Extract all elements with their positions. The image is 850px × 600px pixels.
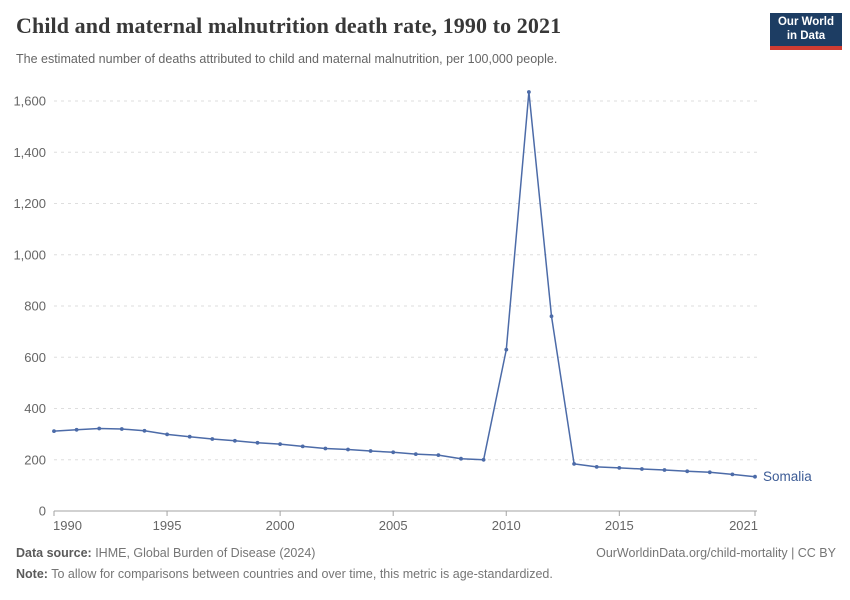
x-tick-label: 2010 xyxy=(492,518,521,533)
x-tick-label: 1990 xyxy=(53,518,82,533)
data-series[interactable]: Somalia xyxy=(52,90,812,484)
data-point[interactable] xyxy=(436,453,441,457)
x-tick-label: 2021 xyxy=(729,518,758,533)
x-tick-label: 2015 xyxy=(605,518,634,533)
data-point[interactable] xyxy=(730,472,735,477)
series-end-label[interactable]: Somalia xyxy=(763,469,812,484)
data-source-line: Data source: IHME, Global Burden of Dise… xyxy=(16,546,315,560)
data-point[interactable] xyxy=(640,467,644,471)
data-point[interactable] xyxy=(187,434,192,439)
data-point[interactable] xyxy=(459,456,463,461)
data-point[interactable] xyxy=(52,429,56,433)
y-tick-label: 1,400 xyxy=(13,145,46,160)
data-point[interactable] xyxy=(300,444,305,449)
data-point[interactable] xyxy=(707,470,712,475)
note-label: Note: xyxy=(16,567,48,581)
note-line: Note: To allow for comparisons between c… xyxy=(16,567,553,581)
data-point[interactable] xyxy=(97,426,102,431)
data-point[interactable] xyxy=(165,432,170,437)
data-point[interactable] xyxy=(233,438,237,443)
data-point[interactable] xyxy=(594,465,599,469)
y-tick-label: 200 xyxy=(24,452,46,467)
data-point[interactable] xyxy=(119,427,124,431)
owid-logo-line2: in Data xyxy=(786,29,826,42)
y-tick-label: 1,200 xyxy=(13,196,46,211)
page-subtitle: The estimated number of deaths attribute… xyxy=(16,52,558,66)
data-point[interactable] xyxy=(753,474,757,479)
data-point[interactable] xyxy=(685,469,690,474)
data-point[interactable] xyxy=(504,347,509,352)
data-point[interactable] xyxy=(481,457,486,462)
owid-logo[interactable]: Our World in Data xyxy=(770,13,842,50)
data-point[interactable] xyxy=(142,428,147,433)
owid-logo-line1: Our World xyxy=(777,16,834,28)
data-point[interactable] xyxy=(527,90,531,94)
data-point[interactable] xyxy=(210,437,215,441)
data-point[interactable] xyxy=(617,466,622,470)
data-point[interactable] xyxy=(346,447,350,452)
x-tick-label: 2005 xyxy=(379,518,408,533)
y-tick-label: 0 xyxy=(39,504,46,519)
data-point[interactable] xyxy=(278,442,282,446)
y-tick-label: 800 xyxy=(24,299,46,314)
data-point[interactable] xyxy=(368,449,373,453)
data-point[interactable] xyxy=(413,452,418,456)
y-tick-label: 1,000 xyxy=(13,247,46,262)
data-point[interactable] xyxy=(74,427,79,432)
y-tick-label: 1,600 xyxy=(13,94,46,109)
data-point[interactable] xyxy=(662,468,667,472)
x-tick-label: 2000 xyxy=(266,518,295,533)
y-tick-label: 400 xyxy=(24,401,46,416)
x-axis-labels: 1990 1995 2000 2005 2010 2015 2021 xyxy=(53,518,758,533)
data-point[interactable] xyxy=(572,462,576,466)
page-title: Child and maternal malnutrition death ra… xyxy=(16,13,562,38)
chart-footer: Data source: IHME, Global Burden of Dise… xyxy=(16,546,836,581)
data-point[interactable] xyxy=(255,440,260,445)
data-source-label: Data source: xyxy=(16,546,92,560)
y-tick-label: 600 xyxy=(24,350,46,365)
data-point[interactable] xyxy=(323,446,328,451)
trend-line[interactable] xyxy=(53,91,756,478)
note-value: To allow for comparisons between countri… xyxy=(47,567,553,581)
x-tick-label: 1995 xyxy=(153,518,182,533)
data-source-value: IHME, Global Burden of Disease (2024) xyxy=(91,546,316,560)
y-axis-labels: 0 200 400 600 800 1,000 1,200 1,400 1,600 xyxy=(13,94,46,519)
gridlines xyxy=(54,100,757,461)
data-point[interactable] xyxy=(391,450,396,455)
x-axis xyxy=(53,510,757,516)
owid-link[interactable]: OurWorldinData.org/child-mortality | CC … xyxy=(596,546,836,560)
data-point[interactable] xyxy=(549,314,554,319)
